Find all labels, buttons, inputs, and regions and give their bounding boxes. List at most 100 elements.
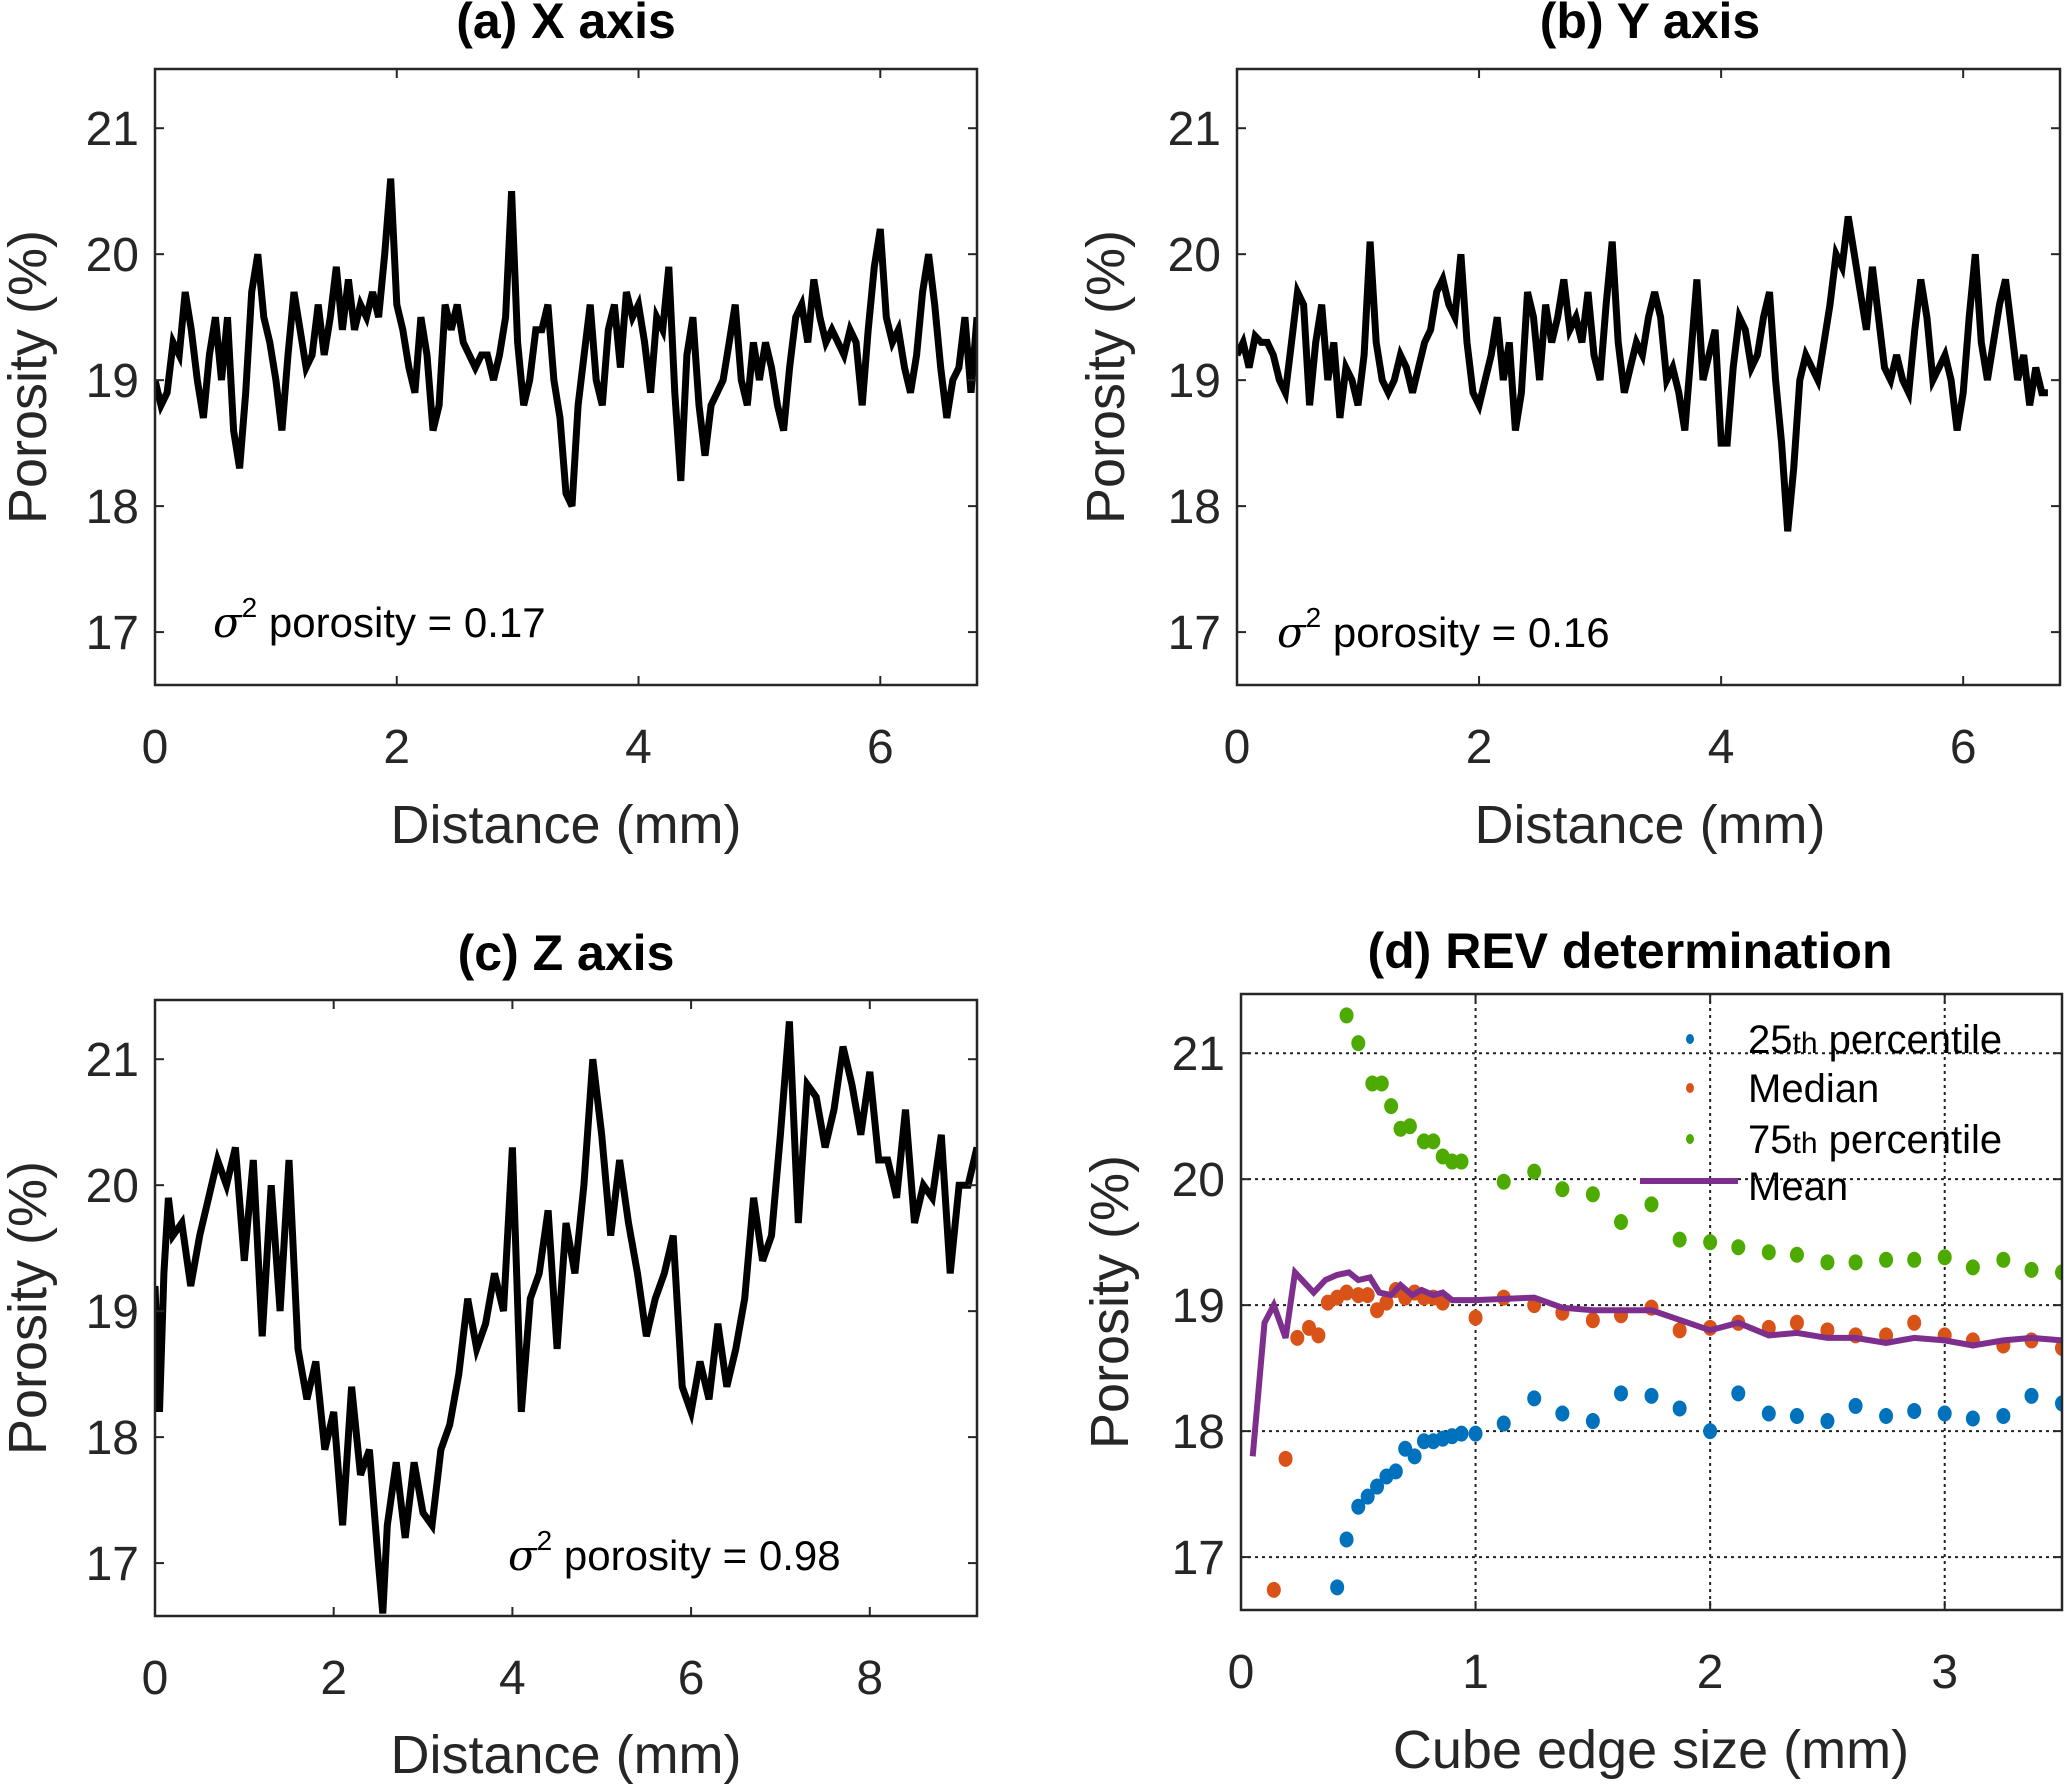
data-point-75th-percentile bbox=[1614, 1214, 1629, 1231]
data-point-25th-percentile bbox=[1555, 1405, 1570, 1422]
annotation-text: porosity = 0.98 bbox=[552, 1532, 840, 1579]
legend-number: 25 bbox=[1748, 1018, 1793, 1062]
legend-label-25th-percentile: 25th percentile bbox=[1748, 1018, 2002, 1062]
legend-ordinal: th bbox=[1793, 1027, 1818, 1060]
data-point-75th-percentile bbox=[1402, 1118, 1417, 1135]
panel-b-ylabel: Porosity (%) bbox=[1076, 230, 1136, 524]
panel-c-z-axis: (c) Z axis 0 2 4 6 8 17 18 19 20 21 Distance (mm)… bbox=[0, 925, 979, 1785]
data-point-75th-percentile bbox=[1585, 1186, 1600, 1203]
data-point-75th-percentile bbox=[1731, 1239, 1746, 1256]
x-tick-label: 6 bbox=[1950, 721, 1977, 774]
panel-a-title: (a) X axis bbox=[456, 0, 676, 49]
data-point-median bbox=[1360, 1287, 1375, 1304]
data-point-75th-percentile bbox=[1426, 1133, 1441, 1150]
legend-marker-median bbox=[1686, 1083, 1694, 1093]
series-line-z-axis-porosity bbox=[155, 1021, 977, 1614]
annotation-text: porosity = 0.17 bbox=[257, 599, 545, 646]
data-point-25th-percentile bbox=[1339, 1531, 1354, 1548]
data-point-75th-percentile bbox=[1339, 1007, 1354, 1024]
data-point-25th-percentile bbox=[1996, 1408, 2011, 1425]
x-tick-label: 4 bbox=[625, 721, 652, 774]
y-tick-label: 20 bbox=[1168, 229, 1221, 282]
x-tick-label: 8 bbox=[856, 1652, 883, 1705]
y-tick-label: 19 bbox=[1172, 1280, 1225, 1333]
sigma-symbol: σ bbox=[213, 598, 243, 647]
legend-label-75th-percentile: 75th percentile bbox=[1748, 1118, 2002, 1162]
data-point-25th-percentile bbox=[1879, 1408, 1894, 1425]
x-tick-label: 3 bbox=[1931, 1646, 1958, 1699]
panel-b-plot-frame bbox=[1235, 67, 2062, 687]
data-point-25th-percentile bbox=[1351, 1498, 1366, 1515]
y-tick-label: 21 bbox=[86, 1034, 139, 1087]
data-point-median bbox=[1672, 1322, 1687, 1339]
data-point-25th-percentile bbox=[2024, 1387, 2039, 1404]
panel-d-xlabel: Cube edge size (mm) bbox=[1393, 1720, 1909, 1780]
panel-b-xlabel: Distance (mm) bbox=[1474, 795, 1825, 855]
data-point-25th-percentile bbox=[1585, 1413, 1600, 1430]
data-point-75th-percentile bbox=[1907, 1251, 1922, 1268]
data-point-75th-percentile bbox=[1527, 1163, 1542, 1180]
data-point-75th-percentile bbox=[1996, 1251, 2011, 1268]
panel-a-variance-annotation: σ2 porosity = 0.17 bbox=[213, 592, 546, 647]
panel-b-title: (b) Y axis bbox=[1540, 0, 1760, 49]
data-point-median bbox=[2055, 1339, 2062, 1356]
legend-rest: percentile bbox=[1818, 1118, 2003, 1162]
data-point-75th-percentile bbox=[1761, 1244, 1776, 1261]
data-point-25th-percentile bbox=[1370, 1478, 1385, 1495]
y-tick-label: 18 bbox=[1168, 481, 1221, 534]
data-point-75th-percentile bbox=[1454, 1153, 1469, 1170]
annotation-text: porosity = 0.16 bbox=[1321, 609, 1609, 656]
data-point-25th-percentile bbox=[1644, 1387, 1659, 1404]
legend-number: 75 bbox=[1748, 1118, 1793, 1162]
y-tick-label: 19 bbox=[86, 355, 139, 408]
data-point-median bbox=[1290, 1329, 1305, 1346]
data-point-25th-percentile bbox=[1848, 1397, 1863, 1414]
series-line-x-axis-porosity bbox=[155, 178, 977, 508]
x-tick-label: 0 bbox=[1224, 721, 1251, 774]
x-tick-label: 4 bbox=[1708, 721, 1735, 774]
data-point-75th-percentile bbox=[1879, 1251, 1894, 1268]
data-point-25th-percentile bbox=[1937, 1405, 1952, 1422]
data-point-25th-percentile bbox=[1388, 1463, 1403, 1480]
y-tick-label: 20 bbox=[86, 229, 139, 282]
x-tick-label: 6 bbox=[867, 721, 894, 774]
legend-marker-75th-percentile bbox=[1686, 1134, 1694, 1144]
series-line-mean bbox=[1249, 1265, 2062, 1457]
y-tick-label: 21 bbox=[1172, 1028, 1225, 1081]
y-tick-label: 21 bbox=[1168, 103, 1221, 156]
panel-d-ylabel: Porosity (%) bbox=[1080, 1155, 1140, 1449]
y-tick-label: 20 bbox=[1172, 1154, 1225, 1207]
panel-c-plot-frame bbox=[153, 998, 979, 1618]
legend-text: Mean bbox=[1748, 1165, 1848, 1209]
data-point-median bbox=[1379, 1294, 1394, 1311]
data-point-25th-percentile bbox=[1789, 1408, 1804, 1425]
panel-a-ylabel: Porosity (%) bbox=[0, 230, 58, 524]
data-point-75th-percentile bbox=[1351, 1035, 1366, 1052]
data-point-75th-percentile bbox=[1820, 1254, 1835, 1271]
y-tick-label: 17 bbox=[86, 1538, 139, 1591]
data-point-25th-percentile bbox=[1703, 1423, 1718, 1440]
sigma-symbol: σ bbox=[508, 1531, 538, 1580]
data-point-median bbox=[1278, 1450, 1293, 1467]
x-tick-label: 2 bbox=[1697, 1646, 1724, 1699]
y-tick-label: 18 bbox=[1172, 1406, 1225, 1459]
superscript: 2 bbox=[537, 1525, 553, 1556]
x-tick-label: 4 bbox=[499, 1652, 526, 1705]
data-point-25th-percentile bbox=[1614, 1385, 1629, 1402]
data-point-25th-percentile bbox=[1360, 1488, 1375, 1505]
x-tick-label: 0 bbox=[142, 721, 169, 774]
y-tick-label: 19 bbox=[1168, 355, 1221, 408]
panel-d-title: (d) REV determination bbox=[1367, 923, 1892, 979]
legend-rest: percentile bbox=[1818, 1018, 2003, 1062]
legend-text: Median bbox=[1748, 1067, 1879, 1111]
data-point-25th-percentile bbox=[1468, 1425, 1483, 1442]
y-tick-label: 18 bbox=[86, 481, 139, 534]
data-point-25th-percentile bbox=[1407, 1448, 1422, 1465]
panel-c-variance-annotation: σ2 porosity = 0.98 bbox=[508, 1525, 841, 1580]
y-tick-label: 17 bbox=[1168, 607, 1221, 660]
x-tick-label: 6 bbox=[678, 1652, 705, 1705]
panel-c-xlabel: Distance (mm) bbox=[390, 1725, 741, 1785]
